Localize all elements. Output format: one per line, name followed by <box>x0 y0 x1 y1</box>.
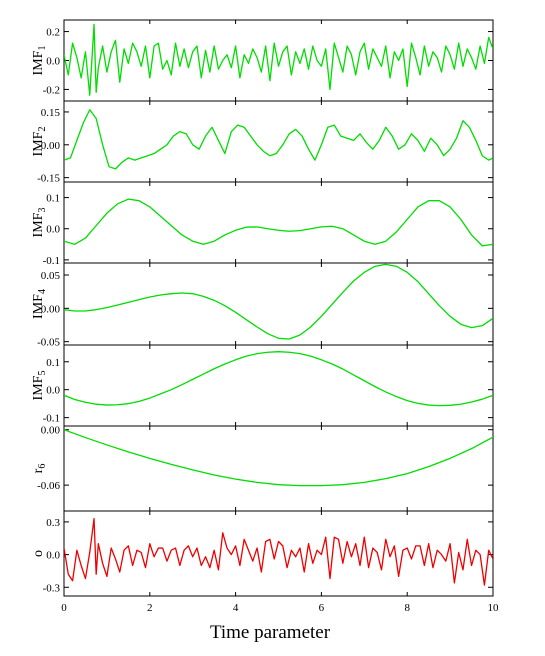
ytick-label-o-1: 0.0 <box>46 550 60 562</box>
ytick-label-imf3-2: -0.1 <box>43 255 60 267</box>
xtick-label-1: 2 <box>147 602 153 614</box>
ylabel-main-imf3: IMF <box>31 212 46 237</box>
panel-frame-r6 <box>63 425 494 512</box>
series-line-imf5 <box>64 351 493 407</box>
xtick-label-5: 10 <box>488 602 500 614</box>
ytick-label-imf1-1: 0.0 <box>46 56 60 68</box>
ytick-label-imf5-2: -0.1 <box>43 413 60 425</box>
panel-imf5: 0.1 0.0 -0.1 IMF5 <box>31 344 494 427</box>
ytick-label-o-0: 0.3 <box>46 517 60 529</box>
ytick-label-imf3-1: 0.0 <box>46 224 60 236</box>
ylabel-main-imf1: IMF <box>31 50 46 75</box>
panel-imf2: 0.15 0.00 -0.15 IMF2 <box>31 100 494 185</box>
panel-frame-o <box>63 510 494 597</box>
ylabel-main-r6: r <box>31 468 46 473</box>
ytick-label-imf1-2: -0.2 <box>43 84 60 96</box>
ylabel-imf4: IMF4 <box>31 289 48 319</box>
x-axis-label: Time parameter <box>210 622 331 643</box>
ytick-label-imf5-0: 0.1 <box>46 357 60 369</box>
ylabel-o: o <box>31 550 46 557</box>
ytick-label-imf2-0: 0.15 <box>41 107 61 119</box>
ytick-label-imf5-1: 0.0 <box>46 385 60 397</box>
ylabel-sub-imf1: 1 <box>37 46 48 51</box>
ylabel-sub-imf2: 2 <box>37 127 48 132</box>
panel-frame-imf5 <box>63 344 494 427</box>
ylabel-main-o: o <box>31 550 46 557</box>
ytick-label-imf4-1: 0.00 <box>41 303 61 315</box>
series-line-imf1 <box>64 23 493 96</box>
ytick-label-imf4-2: -0.05 <box>37 337 60 349</box>
xtick-label-3: 6 <box>319 602 325 614</box>
series-line-o <box>64 517 493 586</box>
ytick-label-imf2-2: -0.15 <box>37 173 60 185</box>
ylabel-sub-imf4: 4 <box>37 289 48 294</box>
ylabel-main-imf2: IMF <box>31 131 46 156</box>
series-line-imf4 <box>64 263 493 340</box>
xtick-label-4: 8 <box>404 602 410 614</box>
ylabel-sub-r6: 6 <box>37 464 48 469</box>
panels-group: 0.20.0-0.2IMF10.150.00-0.15IMF20.10.0-0.… <box>31 19 500 614</box>
series-line-imf3 <box>64 198 493 247</box>
ytick-label-imf1-0: 0.2 <box>46 27 60 39</box>
ytick-label-r6-0: 0.00 <box>41 425 61 437</box>
panel-r6: 0.00 -0.06 r6 <box>31 425 494 512</box>
series-line-r6 <box>64 429 493 487</box>
xtick-label-0: 0 <box>61 602 67 614</box>
ylabel-sub-imf3: 3 <box>37 208 48 213</box>
series-line-imf2 <box>64 109 493 170</box>
ylabel-imf5: IMF5 <box>31 371 48 401</box>
panel-frame-imf3 <box>63 181 494 264</box>
ytick-label-imf2-1: 0.00 <box>41 140 61 152</box>
panel-imf4: 0.05 0.00 -0.05 IMF4 <box>31 262 494 349</box>
panel-frame-imf4 <box>63 262 494 346</box>
ylabel-imf1: IMF1 <box>31 46 48 76</box>
ytick-label-imf3-0: 0.1 <box>46 193 60 205</box>
ytick-label-imf4-0: 0.05 <box>41 270 61 282</box>
ylabel-main-imf5: IMF <box>31 375 46 400</box>
panel-o: 0.3 0.0 -0.3 o <box>31 510 494 597</box>
ytick-label-r6-1: -0.06 <box>37 480 60 492</box>
ylabel-sub-imf5: 5 <box>37 371 48 376</box>
ylabel-imf3: IMF3 <box>31 208 48 238</box>
xtick-label-2: 4 <box>233 602 239 614</box>
ylabel-main-imf4: IMF <box>31 294 46 319</box>
panel-imf3: 0.1 0.0 -0.1 IMF3 <box>31 181 494 267</box>
panel-imf1: 0.2 0.0 -0.2 IMF1 <box>31 19 494 102</box>
ylabel-imf2: IMF2 <box>31 127 48 157</box>
ytick-label-o-2: -0.3 <box>43 582 61 594</box>
ylabel-r6: r6 <box>31 464 48 474</box>
